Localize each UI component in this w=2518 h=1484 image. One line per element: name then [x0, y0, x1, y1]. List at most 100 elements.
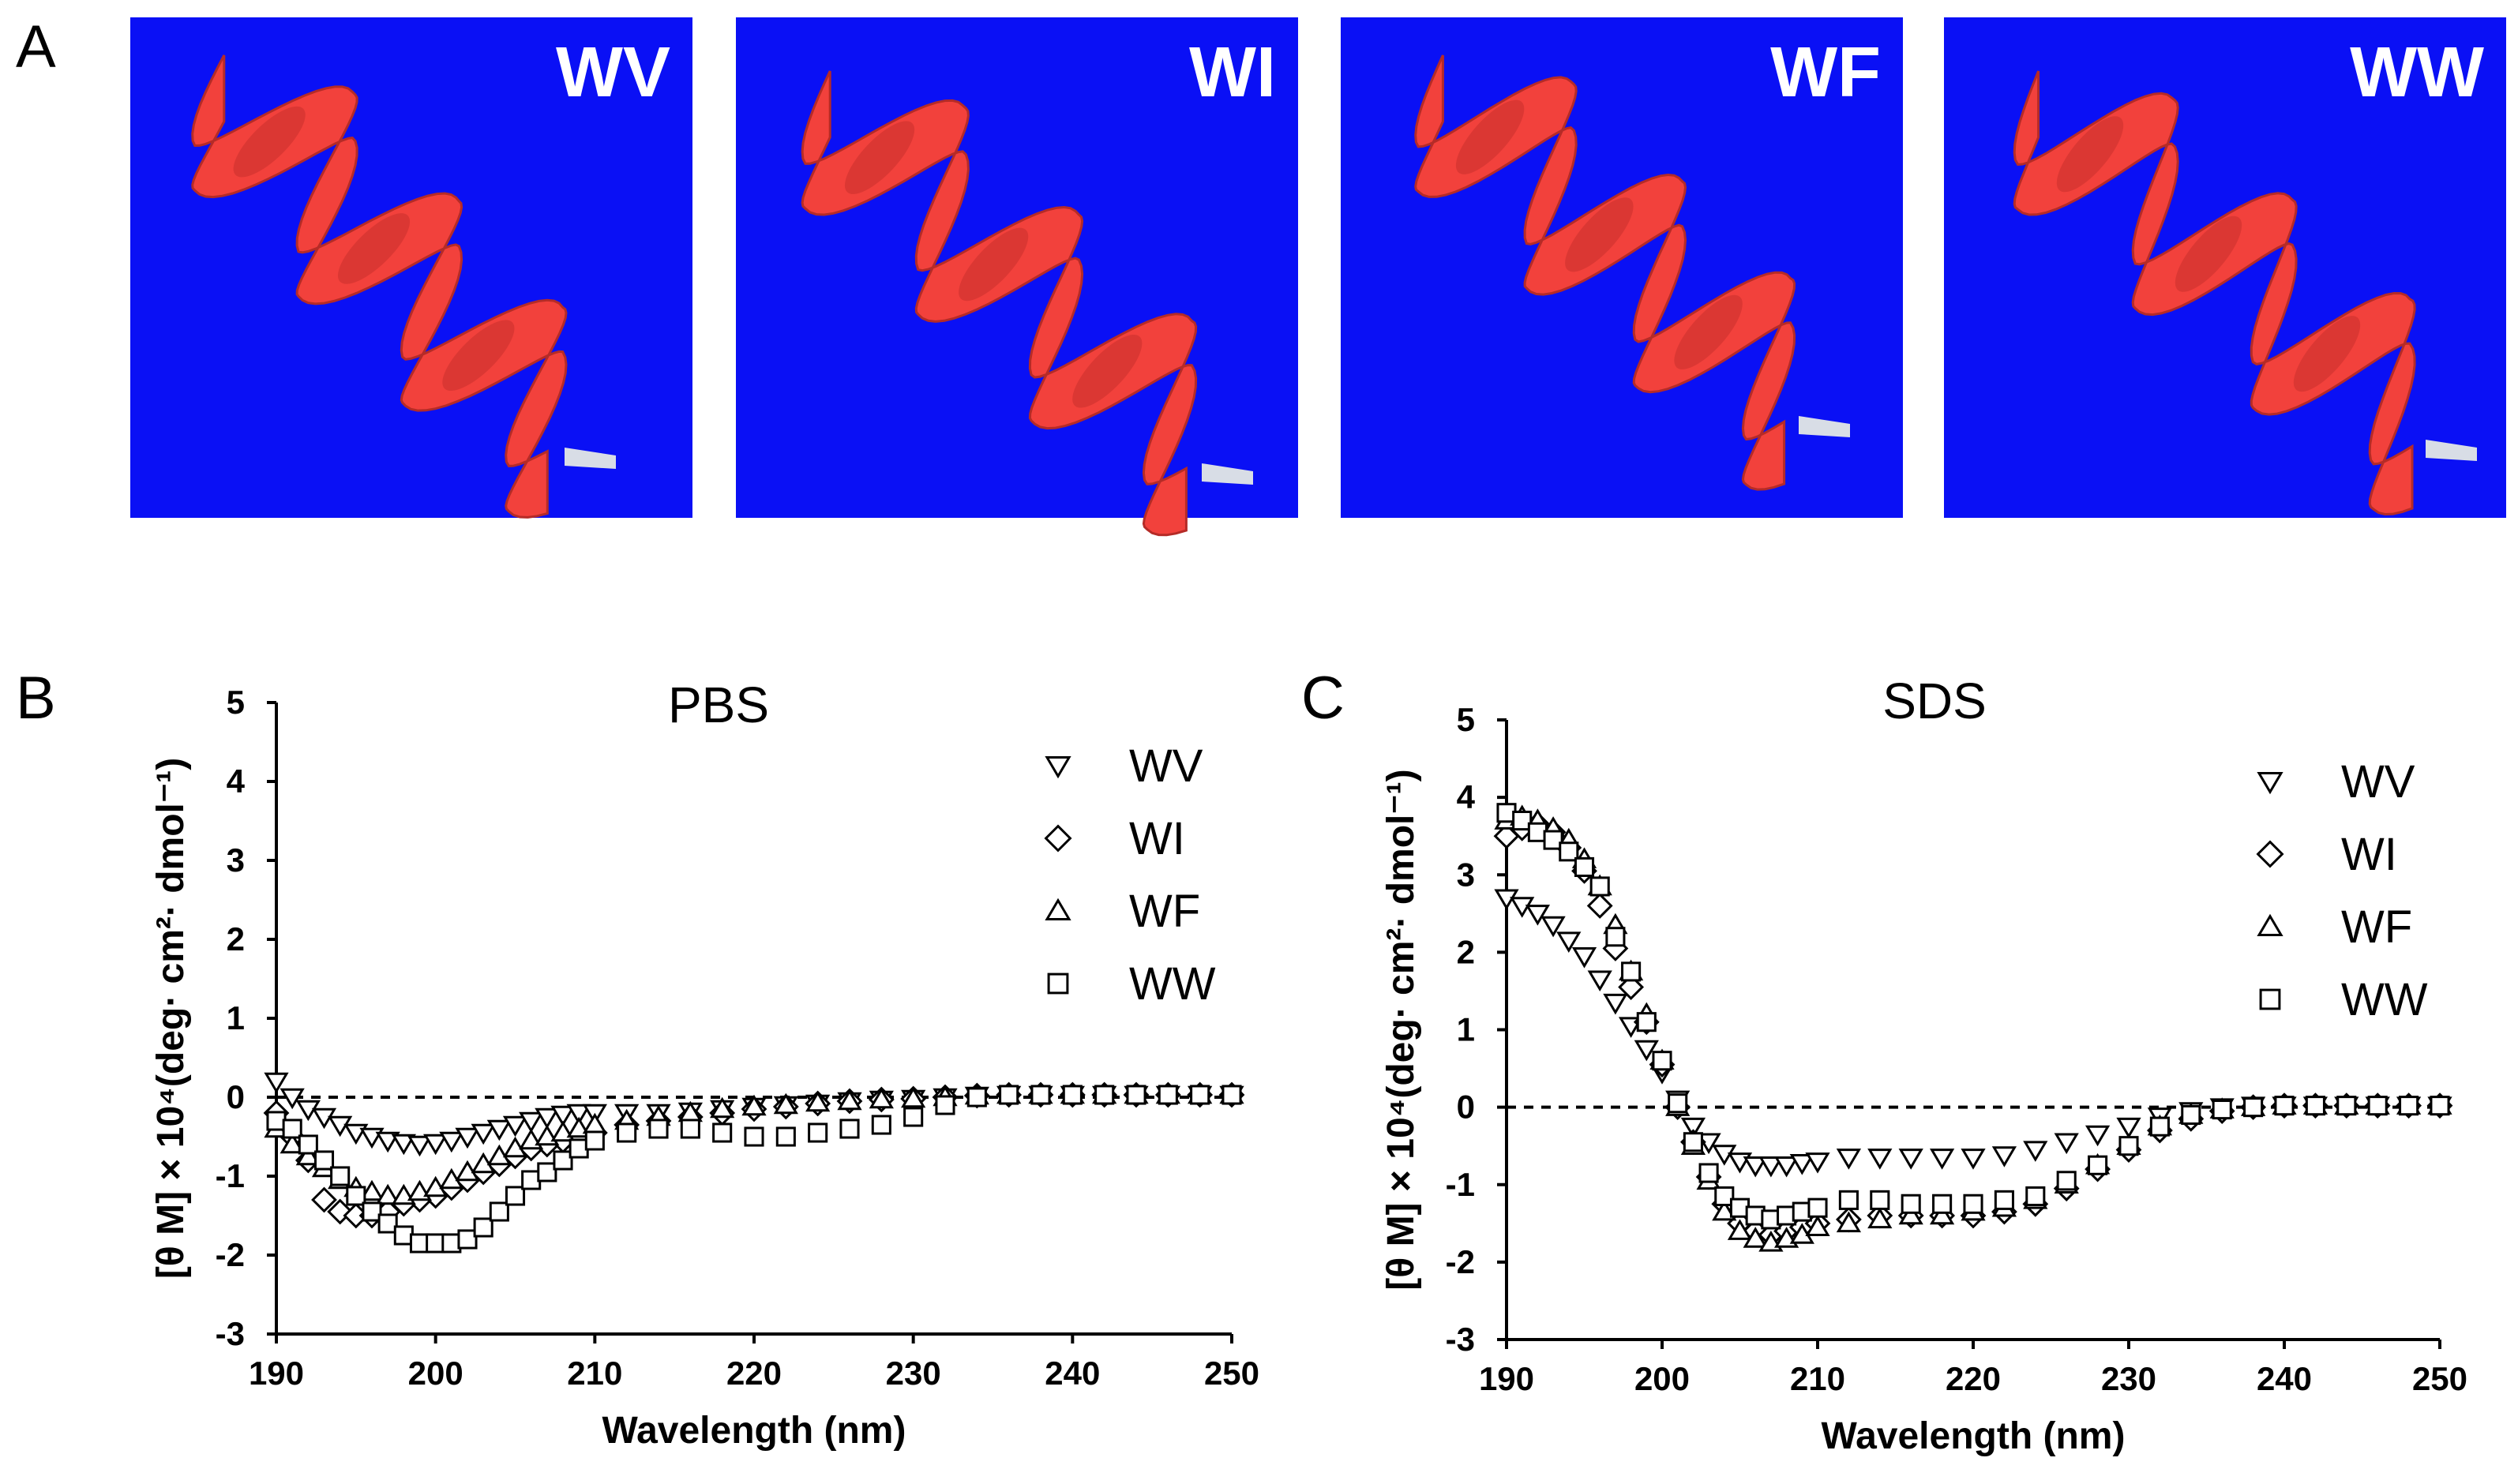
data-point [311, 1186, 337, 1213]
helix-ribbon [191, 54, 568, 519]
data-point [1898, 1203, 1923, 1225]
data-point [550, 1105, 576, 1127]
helix-shade [1455, 99, 1525, 174]
structure-label: WV [556, 33, 670, 112]
helix-shade [844, 121, 915, 194]
data-point [1680, 1117, 1706, 1139]
x-tick-label: 200 [408, 1355, 463, 1392]
x-tick-label: 220 [1946, 1360, 2001, 1397]
data-point [1836, 1149, 1862, 1170]
y-tick-label: 3 [227, 841, 245, 879]
structure-panels: WV WI WF WW [130, 17, 2506, 537]
series-ww [1496, 803, 2450, 1230]
data-point [1932, 1194, 1953, 1214]
data-point [712, 1122, 733, 1143]
legend-label: WI [2341, 829, 2397, 880]
helix-shade [2293, 316, 2361, 392]
data-point [2367, 1096, 2388, 1116]
data-point [1807, 1197, 1828, 1218]
data-point [1789, 1154, 1814, 1175]
data-point [837, 1089, 862, 1111]
data-point [903, 1107, 924, 1127]
x-tick-label: 230 [2101, 1360, 2156, 1397]
data-point [471, 1123, 496, 1145]
data-point [1556, 931, 1582, 953]
data-point [1126, 1085, 1146, 1105]
data-point [2336, 1096, 2357, 1116]
data-point [553, 1150, 573, 1171]
y-axis-label: [θ M] × 10⁴(deg· cm²· dmol⁻¹) [150, 758, 192, 1279]
data-point [1559, 841, 1579, 862]
data-point [999, 1085, 1019, 1105]
legend-marker [2256, 840, 2284, 868]
structure-panel-wf: WF [1341, 17, 1903, 518]
data-point [648, 1119, 669, 1139]
data-point [1190, 1085, 1210, 1105]
helix-shade [2175, 215, 2242, 292]
x-tick-label: 250 [1204, 1355, 1259, 1392]
data-point [2023, 1141, 2048, 1162]
data-point [1634, 1040, 1659, 1062]
helix-shade [1674, 294, 1743, 369]
data-point [359, 1179, 385, 1201]
data-point [535, 1107, 560, 1130]
data-point [1758, 1156, 1784, 1178]
y-tick-label: 5 [1457, 701, 1475, 738]
data-point [1712, 1199, 1737, 1221]
data-point [2430, 1096, 2450, 1116]
legend-marker [2257, 913, 2283, 936]
data-point [1994, 1190, 2014, 1210]
legend-label: WV [1129, 740, 1203, 792]
data-point [298, 1134, 318, 1155]
data-point [362, 1201, 382, 1222]
data-point [1030, 1085, 1051, 1105]
helix-shade [2056, 116, 2124, 193]
data-point [839, 1119, 860, 1139]
data-point [1838, 1190, 1859, 1210]
panel-letter-c: C [1301, 665, 1345, 732]
data-point [1574, 856, 1595, 877]
data-point [2399, 1096, 2419, 1116]
data-point [935, 1095, 955, 1115]
data-point [741, 1094, 767, 1116]
data-point [1963, 1194, 1983, 1214]
data-point [1512, 811, 1533, 831]
data-point [489, 1201, 509, 1222]
data-point [375, 1183, 400, 1205]
x-tick-label: 220 [726, 1355, 782, 1392]
structure-label: WW [2350, 33, 2484, 112]
data-point [280, 1088, 305, 1110]
data-point [455, 1127, 480, 1149]
data-point [773, 1092, 798, 1115]
data-point [775, 1126, 796, 1147]
helix-ribbon [1414, 54, 1796, 491]
data-point [1743, 1227, 1768, 1248]
panel-letter-b: B [16, 665, 56, 732]
data-point [744, 1126, 764, 1147]
data-point [327, 1198, 354, 1225]
helix-shade [959, 227, 1029, 302]
data-point [1805, 1152, 1830, 1174]
data-point [1571, 947, 1597, 969]
data-point [1589, 876, 1610, 897]
data-point [1773, 1156, 1799, 1178]
data-point [473, 1217, 493, 1238]
data-point [502, 1115, 528, 1137]
data-point [1836, 1211, 1862, 1233]
x-tick-label: 240 [2257, 1360, 2312, 1397]
structure-label: WI [1189, 33, 1276, 112]
data-point [808, 1122, 828, 1143]
data-point [375, 1131, 400, 1153]
legend-label: WF [2341, 901, 2412, 953]
data-point [2243, 1097, 2264, 1118]
structure-panel-ww: WW [1944, 17, 2506, 518]
data-point [377, 1213, 398, 1234]
data-point [2054, 1133, 2079, 1155]
data-point [295, 1144, 321, 1166]
legend-label: WV [2341, 756, 2415, 808]
legend-marker [2257, 772, 2283, 795]
legend-marker [1047, 972, 1069, 995]
data-point [1668, 1093, 1688, 1114]
data-point [282, 1119, 302, 1139]
